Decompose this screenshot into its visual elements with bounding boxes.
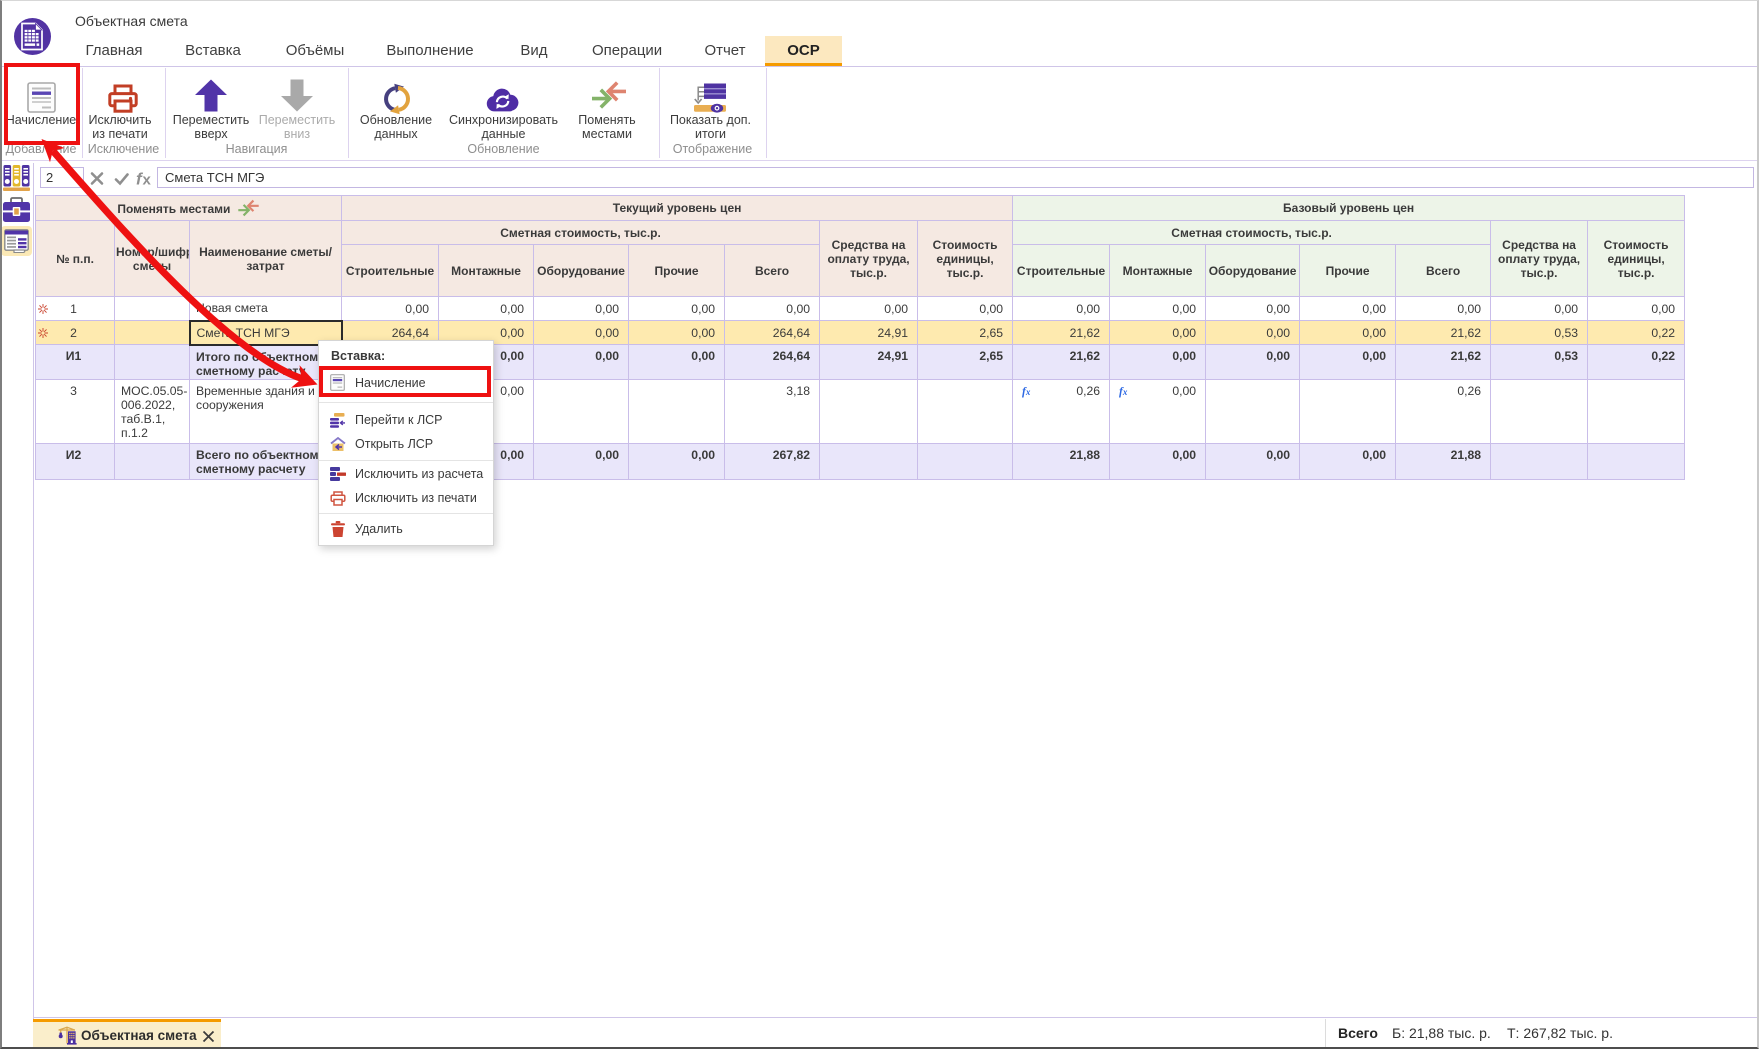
svg-text:x: x [143,172,152,188]
